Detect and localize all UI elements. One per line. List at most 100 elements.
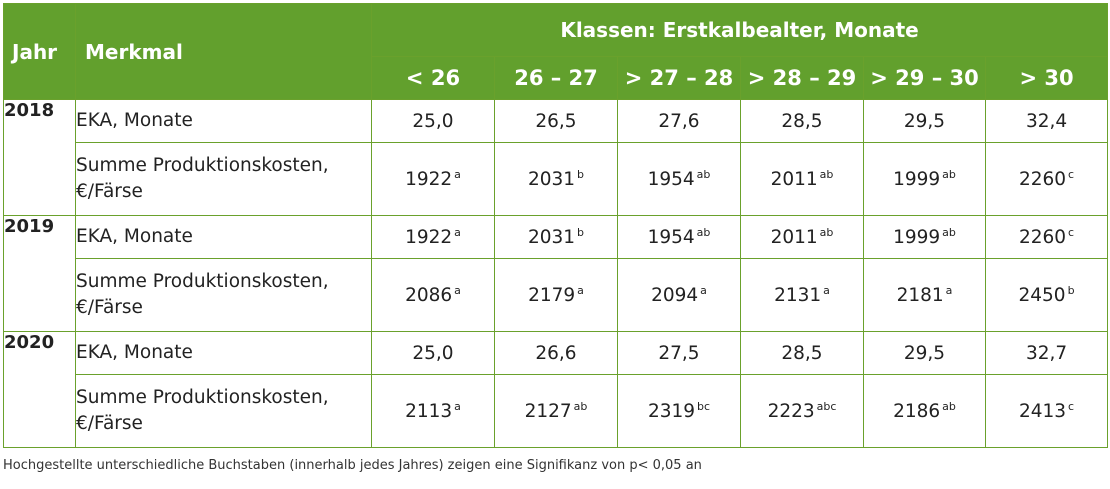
value-text: 2031 [527, 169, 576, 190]
value-cell: 1999 ab [863, 215, 986, 259]
table-row: Summe Produktionskosten, €/Färse 2086 a 217… [4, 258, 1109, 332]
value-cell: 25,0 [371, 99, 495, 143]
significance-letter: b [577, 226, 585, 239]
value-text: 2127 [524, 401, 572, 422]
value-text: 2011 [770, 169, 818, 190]
value-text: 26,5 [535, 110, 577, 132]
value-cell: 2186 ab [863, 374, 986, 448]
value-text: 32,4 [1025, 110, 1068, 132]
value-text: 1922 [405, 169, 453, 190]
header-class: > 27 – 28 [617, 56, 741, 100]
significance-letter: a [823, 284, 830, 297]
significance-letter: ab [696, 226, 711, 239]
significance-letter: a [577, 284, 584, 297]
value-cell: 28,5 [740, 99, 864, 143]
value-cell: 1922 a [371, 215, 495, 259]
table-row: 2020 EKA, Monate 25,0 26,6 27,5 28,5 29,5 32,7 [3, 331, 1109, 448]
value-text: 27,5 [658, 342, 700, 364]
value-text: 1954 [647, 169, 695, 190]
value-text: 28,5 [781, 110, 823, 132]
value-text: 29,5 [903, 342, 946, 364]
significance-letter: ab [573, 400, 588, 413]
merkmal-label: EKA, Monate [75, 331, 372, 375]
value-text: 1922 [405, 227, 453, 248]
value-text: 25,0 [412, 342, 454, 364]
significance-letter: ab [942, 226, 956, 239]
value-text: 1999 [893, 169, 941, 190]
significance-letter: c [1068, 400, 1075, 413]
value-text: 2179 [528, 285, 576, 306]
value-cell: 29,5 [863, 99, 986, 143]
merkmal-label: EKA, Monate [75, 99, 372, 143]
value-text: 2113 [405, 401, 453, 422]
significance-letter: c [1068, 168, 1075, 181]
value-cell: 2113 a [371, 374, 495, 448]
significance-letter: a [454, 168, 461, 181]
header-class: 26 – 27 [494, 56, 618, 100]
value-cell: 2260 c [984, 215, 1109, 259]
significance-letter: a [700, 284, 707, 297]
header-class: < 26 [371, 56, 495, 100]
value-cell: 2181 a [863, 258, 986, 332]
significance-letter: b [577, 168, 585, 181]
value-cell: 2086 a [371, 258, 495, 332]
significance-letter: bc [697, 400, 711, 413]
value-text: 26,6 [535, 342, 577, 364]
value-cell: 2031 b [494, 215, 618, 259]
value-cell: 2450 b [984, 258, 1109, 332]
year-cell: 2019 [3, 215, 76, 332]
table-row: 2018 EKA, Monate 25,0 26,5 27,6 28,5 29,5 32,4 [3, 99, 1109, 216]
value-text: 1999 [893, 227, 941, 248]
value-text: 2011 [770, 227, 818, 248]
significance-letter: abc [816, 400, 837, 413]
header-class: > 29 – 30 [863, 56, 986, 100]
significance-letter: a [454, 284, 461, 297]
value-cell: 2131 a [740, 258, 864, 332]
value-text: 2181 [896, 285, 944, 306]
header-merkmal: Merkmal [75, 3, 372, 100]
value-text: 2413 [1018, 401, 1067, 422]
footnote: Hochgestellte unterschiedliche Buchstabe… [3, 458, 702, 473]
significance-letter: b [1067, 284, 1075, 297]
value-text: 2260 [1018, 227, 1067, 248]
value-cell: 28,5 [740, 331, 864, 375]
value-text: 2186 [893, 401, 941, 422]
value-cell: 27,5 [617, 331, 741, 375]
value-cell: 1999 ab [863, 142, 986, 216]
significance-letter: ab [942, 168, 956, 181]
table-body: 2018 EKA, Monate 25,0 26,5 27,6 28,5 29,5 32,4 S… [3, 99, 1109, 448]
value-cell: 2011 ab [740, 215, 864, 259]
value-text: 2260 [1018, 169, 1067, 190]
value-cell: 27,6 [617, 99, 741, 143]
value-cell: 32,7 [984, 331, 1109, 375]
merkmal-label: Summe Produktionskosten, €/Färse [75, 258, 372, 332]
value-text: 2131 [774, 285, 822, 306]
value-text: 1954 [647, 227, 695, 248]
value-cell: 2260 c [984, 142, 1109, 216]
merkmal-label: Summe Produktionskosten, €/Färse [75, 374, 372, 448]
value-cell: 2031 b [494, 142, 618, 216]
value-cell: 2413 c [984, 374, 1109, 448]
value-text: 28,5 [781, 342, 823, 364]
value-cell: 32,4 [984, 99, 1109, 143]
significance-letter: a [945, 284, 953, 297]
header-class: > 30 [984, 56, 1109, 100]
table-row: Summe Produktionskosten, €/Färse 1922 a 203… [4, 142, 1109, 216]
merkmal-label: EKA, Monate [75, 215, 372, 259]
value-cell: 2179 a [494, 258, 618, 332]
value-cell: 2094 a [617, 258, 741, 332]
value-text: 29,5 [903, 110, 946, 132]
value-cell: 26,6 [494, 331, 618, 375]
value-cell: 1954 ab [617, 142, 741, 216]
year-cell: 2020 [3, 331, 76, 448]
value-text: 2031 [527, 227, 576, 248]
value-text: 2450 [1018, 285, 1066, 306]
header-class: > 28 – 29 [740, 56, 864, 100]
value-text: 2319 [647, 401, 696, 422]
value-text: 27,6 [658, 110, 700, 132]
table-row: Summe Produktionskosten, €/Färse 2113 a 212… [4, 374, 1109, 448]
value-text: 25,0 [412, 110, 454, 132]
significance-letter: ab [942, 400, 956, 413]
significance-letter: c [1068, 226, 1075, 239]
